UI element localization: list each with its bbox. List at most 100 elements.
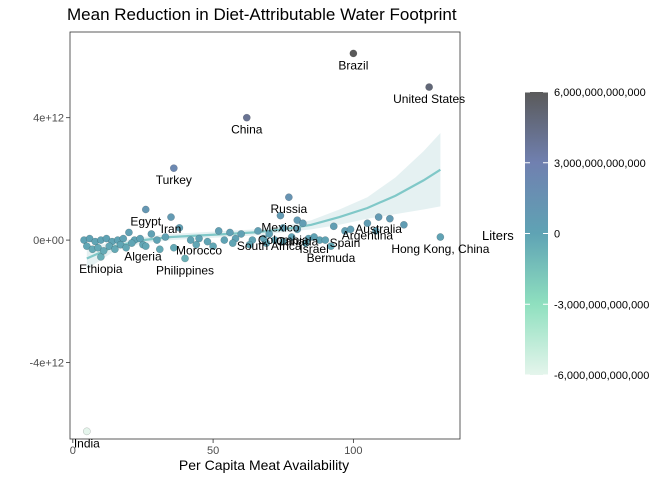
data-point	[175, 223, 184, 232]
data-point	[192, 240, 201, 249]
data-point	[136, 234, 144, 243]
data-point	[299, 219, 307, 228]
y-tick-label: -4e+12	[29, 357, 64, 369]
point-label: Canada	[276, 234, 318, 248]
point-label: Hong Kong, China	[391, 242, 489, 256]
x-axis-title: Per Capita Meat Availability	[179, 457, 349, 473]
legend: Liters 6,000,000,000,000 3,000,000,000,00…	[482, 87, 649, 382]
data-point	[301, 239, 310, 248]
data-point	[436, 233, 445, 241]
data-point	[169, 243, 178, 252]
data-point	[276, 211, 285, 220]
point-label: Colombia	[258, 233, 309, 247]
x-tick-label: 100	[344, 445, 362, 457]
data-point	[226, 228, 234, 237]
data-point	[329, 222, 338, 231]
point-label: India	[74, 436, 100, 450]
labels-layer: Brazil United States China Turkey Russia Egyp…	[74, 58, 490, 450]
data-point	[209, 242, 217, 251]
point-label: Egypt	[130, 214, 161, 228]
point-label: Spain	[330, 236, 361, 250]
data-point	[111, 245, 119, 254]
legend-tick-label: 0	[554, 229, 560, 241]
legend-tick-label: -6,000,000,000,000	[554, 370, 649, 382]
data-point	[242, 113, 251, 122]
legend-ticks: 6,000,000,000,000 3,000,000,000,000 0 -3,00…	[525, 87, 649, 382]
data-point	[181, 254, 189, 263]
data-point	[82, 242, 91, 251]
legend-tick-label: -3,000,000,000,000	[554, 299, 649, 311]
data-point	[349, 49, 358, 58]
x-tick-label: 0	[70, 445, 76, 457]
data-point	[127, 239, 136, 248]
data-point	[203, 237, 212, 246]
data-point	[99, 246, 108, 255]
data-point	[293, 225, 302, 234]
data-point	[167, 213, 175, 221]
data-point	[363, 219, 372, 228]
y-axis: -4e+12 0e+00 4e+12	[29, 113, 70, 369]
data-point	[279, 237, 288, 246]
legend-tick-label: 6,000,000,000,000	[554, 87, 646, 99]
data-point	[279, 223, 288, 232]
chart-title: Mean Reduction in Diet-Attributable Wate…	[67, 5, 457, 24]
data-point	[425, 83, 433, 91]
data-point	[122, 243, 130, 252]
data-point	[374, 213, 383, 221]
data-point	[161, 233, 170, 241]
data-point	[293, 216, 302, 225]
data-point	[85, 234, 94, 243]
data-point	[186, 236, 195, 244]
data-point	[400, 220, 408, 229]
data-point	[265, 230, 274, 238]
data-point	[346, 225, 355, 234]
data-point	[155, 245, 164, 254]
y-tick-label: 0e+00	[33, 235, 64, 247]
point-label: Russia	[271, 202, 308, 216]
data-point	[119, 234, 128, 243]
data-point	[125, 228, 133, 237]
data-point	[284, 193, 293, 202]
point-label: Argentina	[342, 228, 394, 242]
data-point	[169, 164, 178, 173]
data-point	[220, 236, 229, 244]
data-point	[254, 227, 262, 235]
point-label: Australia	[355, 222, 402, 236]
data-point	[386, 214, 394, 223]
data-point	[94, 243, 102, 252]
data-point	[153, 236, 161, 244]
data-point	[262, 239, 271, 248]
data-point	[116, 240, 125, 249]
points-layer	[80, 49, 445, 436]
legend-colorbar	[525, 92, 548, 375]
data-point	[102, 234, 111, 243]
x-axis: 0 50 100	[70, 439, 363, 457]
data-point	[141, 205, 150, 214]
data-point	[228, 239, 237, 248]
point-label: Ethiopia	[79, 262, 123, 276]
data-point	[97, 253, 105, 261]
legend-title: Liters	[482, 228, 514, 243]
data-point	[270, 236, 279, 244]
point-label: Bermuda	[307, 251, 356, 265]
point-label: Philippines	[156, 263, 214, 277]
point-label: South Africa	[237, 239, 302, 253]
point-label: Morocco	[176, 244, 222, 258]
point-label: United States	[393, 92, 465, 106]
data-point	[327, 242, 335, 251]
data-point	[214, 227, 223, 235]
data-point	[105, 242, 114, 251]
confidence-ribbon	[86, 133, 441, 270]
point-label: Turkey	[156, 173, 192, 187]
legend-tick-label: 3,000,000,000,000	[554, 158, 646, 170]
data-point	[141, 242, 150, 251]
data-point	[147, 230, 156, 238]
x-tick-label: 50	[207, 445, 219, 457]
point-label: Mexico	[261, 221, 299, 235]
data-point	[195, 234, 203, 243]
data-point	[287, 233, 296, 241]
point-label: China	[231, 123, 263, 137]
data-point	[321, 236, 330, 244]
data-point	[371, 227, 380, 235]
